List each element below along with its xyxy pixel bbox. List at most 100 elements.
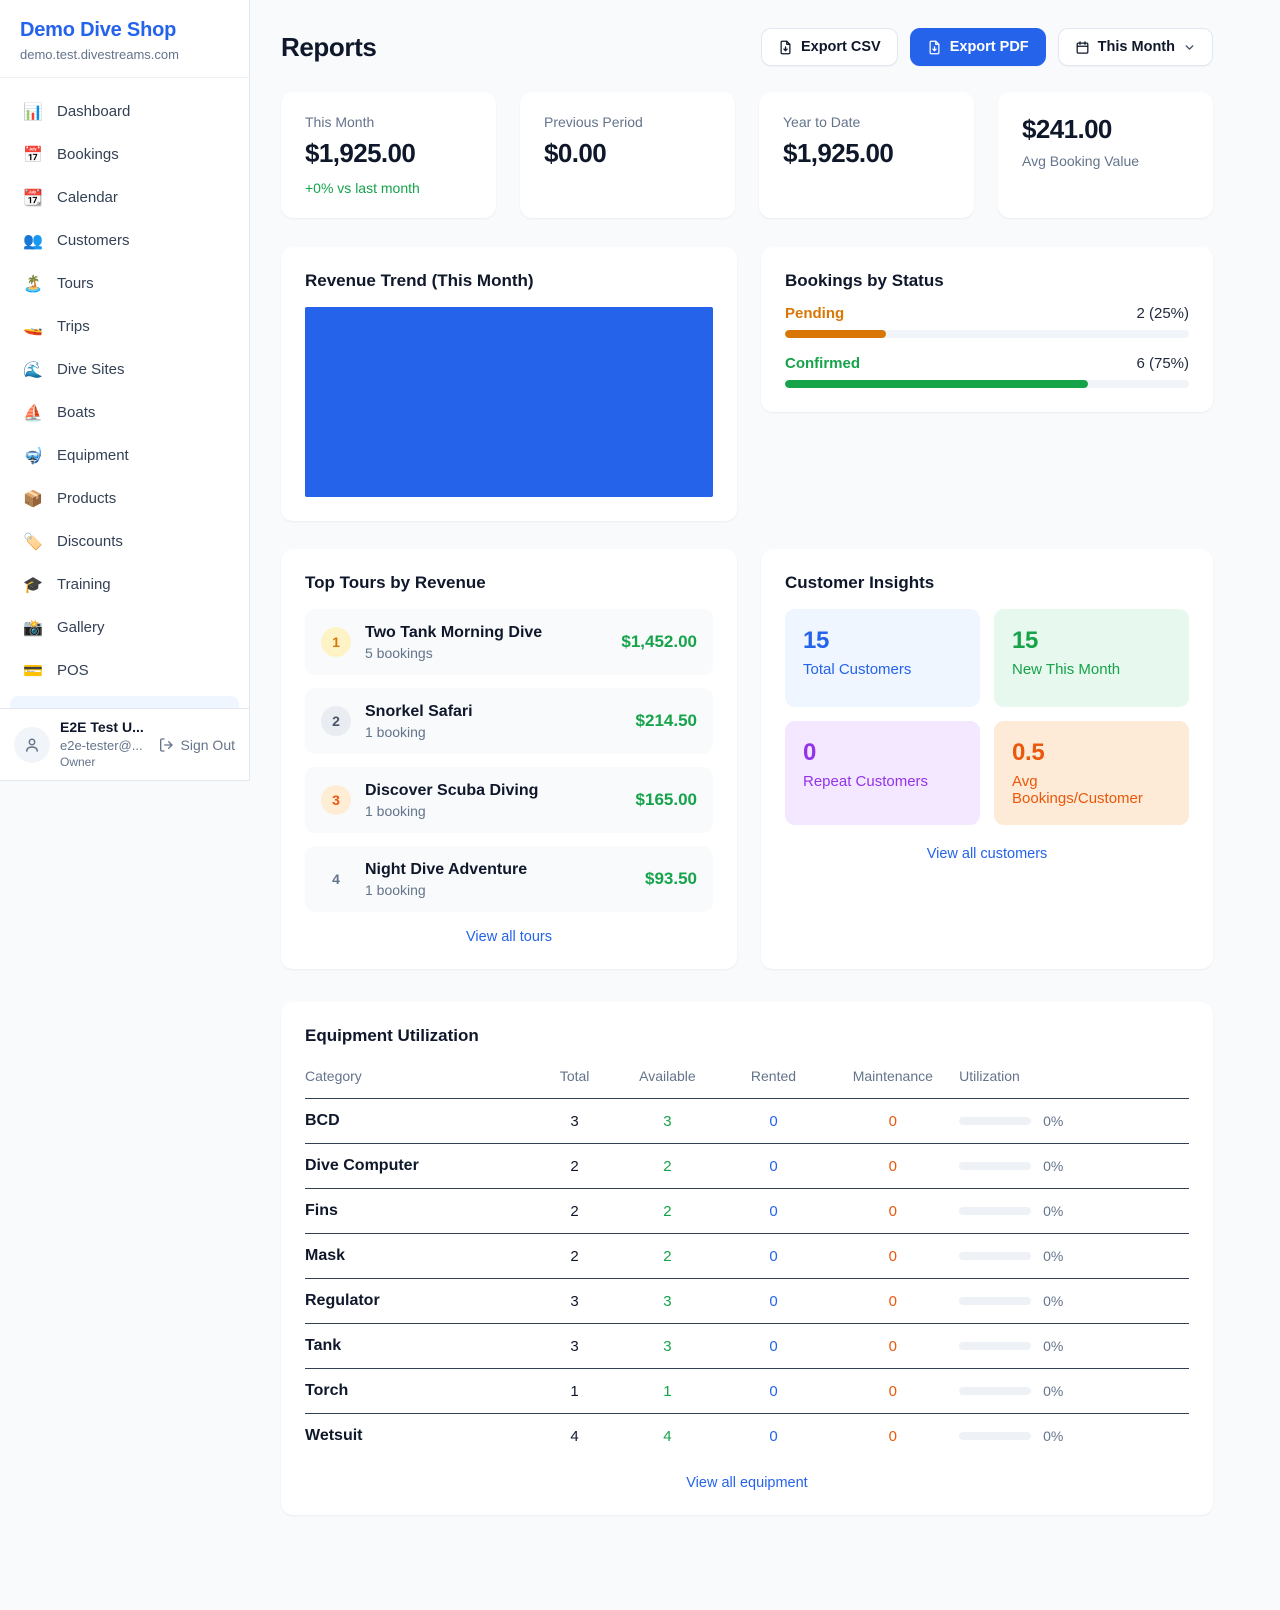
tour-bookings: 5 bookings bbox=[365, 644, 433, 661]
sidebar-item-label: POS bbox=[57, 662, 89, 679]
tour-item: 1 Two Tank Morning Dive 5 bookings $1,45… bbox=[305, 609, 713, 675]
utilization-bar-track bbox=[959, 1342, 1032, 1350]
utilization-percent: 0% bbox=[1043, 1293, 1064, 1309]
tour-bookings: 1 booking bbox=[365, 802, 426, 819]
sidebar-item-equipment[interactable]: 🤿 Equipment bbox=[10, 434, 239, 477]
equipment-maintenance-cell: 0 bbox=[826, 1278, 960, 1324]
utilization-percent: 0% bbox=[1043, 1248, 1064, 1264]
tour-name: Discover Scuba Diving bbox=[365, 781, 539, 799]
revenue-trend-card: Revenue Trend (This Month) bbox=[281, 247, 737, 521]
stat-card: Avg Booking Value $241.00 bbox=[998, 92, 1213, 218]
sidebar-item-boats[interactable]: ⛵ Boats bbox=[10, 391, 239, 434]
status-row: Pending 2 (25%) bbox=[785, 305, 1189, 338]
equipment-maintenance-cell: 0 bbox=[826, 1098, 960, 1144]
sidebar-item-customers[interactable]: 👥 Customers bbox=[10, 219, 239, 262]
customer-insights-title: Customer Insights bbox=[785, 573, 935, 592]
view-all-tours-link[interactable]: View all tours bbox=[466, 929, 552, 945]
export-pdf-label: Export PDF bbox=[949, 39, 1029, 55]
equipment-maintenance-cell: 0 bbox=[826, 1143, 960, 1189]
equipment-table-row: Dive Computer 2 2 0 0 bbox=[305, 1143, 1189, 1189]
rank-badge: 4 bbox=[332, 871, 340, 887]
diving-mask-icon: 🤿 bbox=[23, 447, 43, 465]
sidebar-item-pos[interactable]: 💳 POS bbox=[10, 649, 239, 692]
equipment-utilization-title: Equipment Utilization bbox=[305, 1026, 479, 1045]
sidebar-item-reports-active[interactable] bbox=[10, 696, 239, 709]
bookings-by-status-card: Bookings by Status Pending 2 (25%) bbox=[761, 247, 1213, 412]
utilization-percent: 0% bbox=[1043, 1203, 1064, 1219]
stat-label: Previous Period bbox=[544, 114, 643, 130]
tour-revenue: $93.50 bbox=[645, 869, 697, 888]
export-csv-button[interactable]: Export CSV bbox=[760, 28, 898, 66]
sidebar-item-label: Gallery bbox=[57, 619, 105, 636]
bookings-by-status-title: Bookings by Status bbox=[785, 271, 944, 290]
equipment-total-cell: 3 bbox=[534, 1278, 615, 1324]
insight-label: New This Month bbox=[1012, 661, 1121, 678]
utilization-percent: 0% bbox=[1043, 1338, 1064, 1354]
top-tours-card: Top Tours by Revenue 1 Two Tank Morning … bbox=[281, 549, 737, 969]
equipment-table: Category Total Available Rented Maintena… bbox=[305, 1060, 1189, 1458]
tour-item: 2 Snorkel Safari 1 booking $214.50 bbox=[305, 688, 713, 754]
sidebar-item-discounts[interactable]: 🏷️ Discounts bbox=[10, 520, 239, 563]
stat-value: $1,925.00 bbox=[783, 138, 894, 168]
equipment-total-cell: 3 bbox=[534, 1323, 615, 1369]
utilization-percent: 0% bbox=[1043, 1428, 1064, 1444]
sidebar-item-tours[interactable]: 🏝️ Tours bbox=[10, 262, 239, 305]
chevron-down-icon bbox=[1185, 44, 1194, 50]
tour-revenue: $214.50 bbox=[635, 711, 697, 730]
equipment-maintenance-cell: 0 bbox=[888, 1427, 897, 1445]
sidebar-item-bookings[interactable]: 📅 Bookings bbox=[10, 133, 239, 176]
insight-value: 0.5 bbox=[1012, 739, 1045, 766]
utilization-bar-track bbox=[959, 1297, 1032, 1305]
equipment-maintenance-cell: 0 bbox=[826, 1188, 960, 1234]
sidebar-user-footer: E2E Test U... e2e-tester@... Owner Sign … bbox=[0, 708, 249, 780]
status-label: Confirmed bbox=[785, 355, 860, 372]
tour-name: Snorkel Safari bbox=[365, 702, 473, 720]
sidebar-item-dive-sites[interactable]: 🌊 Dive Sites bbox=[10, 348, 239, 391]
equipment-utilization-cell: 0% bbox=[959, 1323, 1189, 1369]
equipment-category-cell: BCD bbox=[305, 1098, 535, 1144]
status-bar-track bbox=[785, 330, 1189, 338]
sidebar-item-label: Calendar bbox=[57, 189, 118, 206]
period-dropdown[interactable]: This Month bbox=[1057, 28, 1213, 66]
sidebar-item-label: Dashboard bbox=[57, 103, 131, 120]
sidebar-header: Demo Dive Shop demo.test.divestreams.com bbox=[0, 0, 249, 78]
sidebar-item-gallery[interactable]: 📸 Gallery bbox=[10, 606, 239, 649]
top-tours-title: Top Tours by Revenue bbox=[305, 573, 486, 592]
island-icon: 🏝️ bbox=[23, 275, 43, 293]
sign-out-button[interactable]: Sign Out bbox=[158, 737, 235, 753]
column-header-available: Available bbox=[614, 1060, 721, 1099]
view-all-customers-link[interactable]: View all customers bbox=[926, 846, 1048, 862]
bar-chart-icon: 📊 bbox=[23, 103, 43, 121]
package-icon: 📦 bbox=[23, 490, 43, 508]
main-content: Reports Export CSV Export PDF bbox=[250, 0, 1280, 1515]
page-title: Reports bbox=[281, 31, 377, 62]
user-role: Owner bbox=[60, 755, 96, 769]
stat-value: $241.00 bbox=[1022, 114, 1112, 144]
speedboat-icon: 🚤 bbox=[23, 318, 43, 336]
tour-item: 3 Discover Scuba Diving 1 booking $165.0… bbox=[305, 767, 713, 833]
sidebar-item-trips[interactable]: 🚤 Trips bbox=[10, 305, 239, 348]
tour-name: Night Dive Adventure bbox=[365, 860, 528, 878]
sidebar-nav: 📊 Dashboard 📅 Bookings 📆 Calendar 👥 Cust… bbox=[0, 78, 249, 696]
stat-value: $1,925.00 bbox=[305, 138, 416, 168]
equipment-category-cell: Regulator bbox=[305, 1278, 535, 1324]
sidebar-item-dashboard[interactable]: 📊 Dashboard bbox=[10, 90, 239, 133]
view-all-equipment-link[interactable]: View all equipment bbox=[686, 1475, 808, 1491]
equipment-utilization-cell: 0% bbox=[959, 1188, 1189, 1234]
equipment-utilization-card: Equipment Utilization Category Total Ava… bbox=[281, 1002, 1213, 1515]
shop-domain: demo.test.divestreams.com bbox=[20, 47, 179, 62]
sidebar-item-training[interactable]: 🎓 Training bbox=[10, 563, 239, 606]
equipment-table-row: Regulator 3 3 0 0 bbox=[305, 1278, 1189, 1324]
tour-bookings: 1 booking bbox=[365, 881, 426, 898]
equipment-total-cell: 2 bbox=[534, 1188, 615, 1234]
insight-label: Avg Bookings/Customer bbox=[1012, 773, 1143, 807]
sidebar-item-products[interactable]: 📦 Products bbox=[10, 477, 239, 520]
sidebar-item-calendar[interactable]: 📆 Calendar bbox=[10, 176, 239, 219]
sidebar-item-label: Tours bbox=[57, 275, 94, 292]
sidebar-item-label: Dive Sites bbox=[57, 361, 125, 378]
utilization-bar-track bbox=[959, 1162, 1032, 1170]
export-pdf-button[interactable]: Export PDF bbox=[909, 28, 1046, 66]
insight-value: 0 bbox=[803, 739, 817, 766]
sidebar-item-label: Discounts bbox=[57, 533, 123, 550]
page-header: Reports Export CSV Export PDF bbox=[281, 28, 1213, 66]
